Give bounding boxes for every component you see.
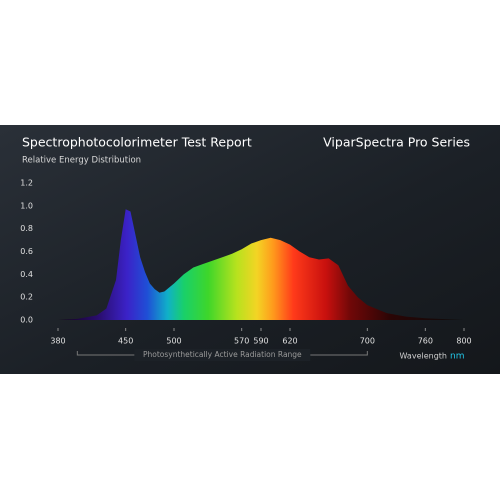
x-axis-unit: nm [450, 352, 464, 362]
plot: 0.0 0.2 0.4 0.6 0.8 1.0 1.2 380 450 500 570 590 620 7… [20, 179, 471, 362]
brand: ViparSpectra Pro Series [323, 135, 470, 150]
y-tick-label: 1.2 [20, 179, 33, 188]
par-label: Photosynthetically Active Radiation Rang… [143, 350, 302, 359]
x-tick-label: 620 [282, 337, 297, 346]
x-tick-label: 570 [234, 337, 249, 346]
x-axis-label: Wavelength [400, 352, 447, 361]
x-tick-label: 760 [418, 337, 433, 346]
x-tick-label: 800 [456, 337, 471, 346]
x-tick-label: 700 [360, 337, 375, 346]
par-label-bg [134, 349, 311, 361]
x-tick-label: 380 [50, 337, 65, 346]
y-tick-label: 0.4 [20, 270, 33, 279]
chart-title: Spectrophotocolorimeter Test Report [22, 135, 252, 150]
y-tick-label: 0.8 [20, 224, 33, 233]
x-tick-label: 590 [253, 337, 268, 346]
y-tick-label: 0.2 [20, 293, 33, 302]
y-tick-label: 0.0 [20, 316, 33, 325]
y-tick-label: 0.6 [20, 247, 33, 256]
y-tick-label: 1.0 [20, 201, 33, 210]
x-tick-label: 450 [118, 337, 133, 346]
chart-subtitle: Relative Energy Distribution [22, 156, 141, 166]
spectrum-area [58, 209, 464, 320]
x-tick-label: 500 [166, 337, 181, 346]
